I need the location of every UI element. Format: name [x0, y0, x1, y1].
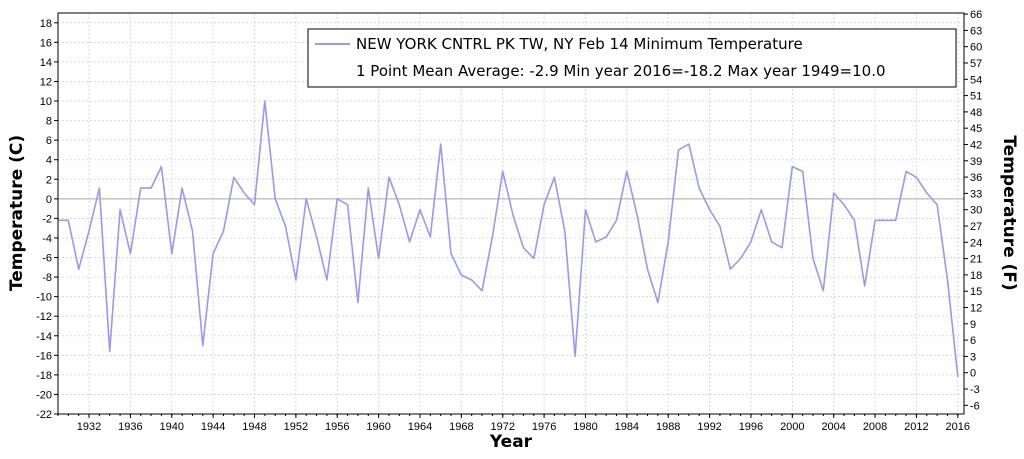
series-line — [58, 100, 959, 377]
y-tick-label-right: -6 — [970, 400, 980, 412]
x-tick-label: 1988 — [656, 421, 680, 433]
y-tick-label-left: 4 — [46, 155, 52, 167]
x-tick-label: 1992 — [697, 421, 721, 433]
y-tick-label-left: -18 — [36, 370, 52, 382]
y-tick-label-right: 6 — [970, 335, 976, 347]
y-tick-label-right: 30 — [970, 205, 982, 217]
y-tick-label-left: -6 — [42, 253, 52, 265]
y-tick-label-left: 12 — [40, 76, 52, 88]
y-tick-label-left: -16 — [36, 350, 52, 362]
x-tick-label: 1972 — [490, 421, 514, 433]
y-tick-label-left: -12 — [36, 311, 52, 323]
legend: NEW YORK CNTRL PK TW, NY Feb 14 Minimum … — [307, 28, 957, 88]
y-tick-label-left: 8 — [46, 116, 52, 128]
x-tick-label: 1932 — [77, 421, 101, 433]
y-tick-label-right: 45 — [970, 123, 982, 135]
right-y-axis: 6663605754514845423936333027242118151296… — [964, 9, 982, 412]
y-tick-label-left: 10 — [40, 96, 52, 108]
y-tick-label-left: -10 — [36, 292, 52, 304]
y-tick-label-left: 2 — [46, 174, 52, 186]
y-tick-label-right: 39 — [970, 156, 982, 168]
y-tick-label-right: 15 — [970, 286, 982, 298]
y-tick-label-right: 36 — [970, 172, 982, 184]
y-tick-label-right: 18 — [970, 270, 982, 282]
y-tick-label-right: 51 — [970, 91, 982, 103]
x-tick-label: 1980 — [573, 421, 597, 433]
x-tick-label: 1976 — [532, 421, 556, 433]
legend-box — [307, 28, 957, 88]
y-tick-label-left: 16 — [40, 37, 52, 49]
left-y-axis: 18 16 14 12 10 8 6 4 2 0 -2 -4 -6 -8 -10 -12 -14 -16 -18 -2… — [36, 18, 58, 421]
legend-line-2: 1 Point Mean Average: -2.9 Min year 2016… — [356, 62, 886, 80]
plot-frame — [57, 12, 965, 415]
y-tick-label-left: -4 — [42, 233, 52, 245]
x-tick-label: 1936 — [118, 421, 142, 433]
x-tick-label: 1956 — [325, 421, 349, 433]
y-tick-label-left: -2 — [42, 213, 52, 225]
y-tick-label-right: 0 — [970, 368, 976, 380]
y-tick-label-right: 12 — [970, 303, 982, 315]
y-tick-label-right: 63 — [970, 25, 982, 37]
x-tick-label: 1960 — [366, 421, 390, 433]
x-tick-label: 1984 — [615, 421, 639, 433]
y-tick-label-right: 48 — [970, 107, 982, 119]
x-tick-label: 1996 — [739, 421, 763, 433]
y-tick-label-right: 60 — [970, 42, 982, 54]
y-tick-label-left: 14 — [40, 57, 52, 69]
x-tick-label: 1948 — [242, 421, 266, 433]
x-axis: 1932 1936 1940 1944 1948 1952 1956 1960 1964 1968… — [57, 414, 970, 433]
y-tick-label-right: 24 — [970, 237, 982, 249]
x-tick-label: 1940 — [160, 421, 184, 433]
y-tick-label-left: 18 — [40, 18, 52, 30]
x-tick-label: 2012 — [904, 421, 928, 433]
y-tick-label-right: 54 — [970, 74, 982, 86]
y-tick-label-right: 3 — [970, 351, 976, 363]
y-tick-label-right: 27 — [970, 221, 982, 233]
x-tick-label: 1952 — [284, 421, 308, 433]
x-tick-label: 2016 — [946, 421, 970, 433]
y-tick-label-right: 42 — [970, 139, 982, 151]
y-tick-label-right: -3 — [970, 384, 980, 396]
y-tick-label-left: -20 — [36, 389, 52, 401]
y-tick-label-left: -22 — [36, 409, 52, 421]
y-tick-label-left: -14 — [36, 331, 52, 343]
y-tick-label-right: 33 — [970, 188, 982, 200]
y-tick-label-right: 21 — [970, 254, 982, 266]
y-axis-title-left: Temperature (C) — [7, 135, 27, 291]
y-tick-label-left: -8 — [42, 272, 52, 284]
x-axis-title: Year — [489, 432, 533, 452]
x-tick-label: 1968 — [449, 421, 473, 433]
x-tick-label: 2004 — [821, 421, 845, 433]
x-tick-label: 2000 — [780, 421, 804, 433]
y-tick-label-left: 6 — [46, 135, 52, 147]
legend-line-1: NEW YORK CNTRL PK TW, NY Feb 14 Minimum … — [356, 35, 803, 53]
x-tick-label: 1964 — [408, 421, 432, 433]
y-tick-label-left: 0 — [46, 194, 52, 206]
y-tick-label-right: 9 — [970, 319, 976, 331]
x-tick-label: 2008 — [863, 421, 887, 433]
y-tick-label-right: 57 — [970, 58, 982, 70]
x-tick-label: 1944 — [201, 421, 225, 433]
y-tick-label-right: 66 — [970, 9, 982, 21]
y-axis-title-right: Temperature (F) — [999, 135, 1019, 290]
